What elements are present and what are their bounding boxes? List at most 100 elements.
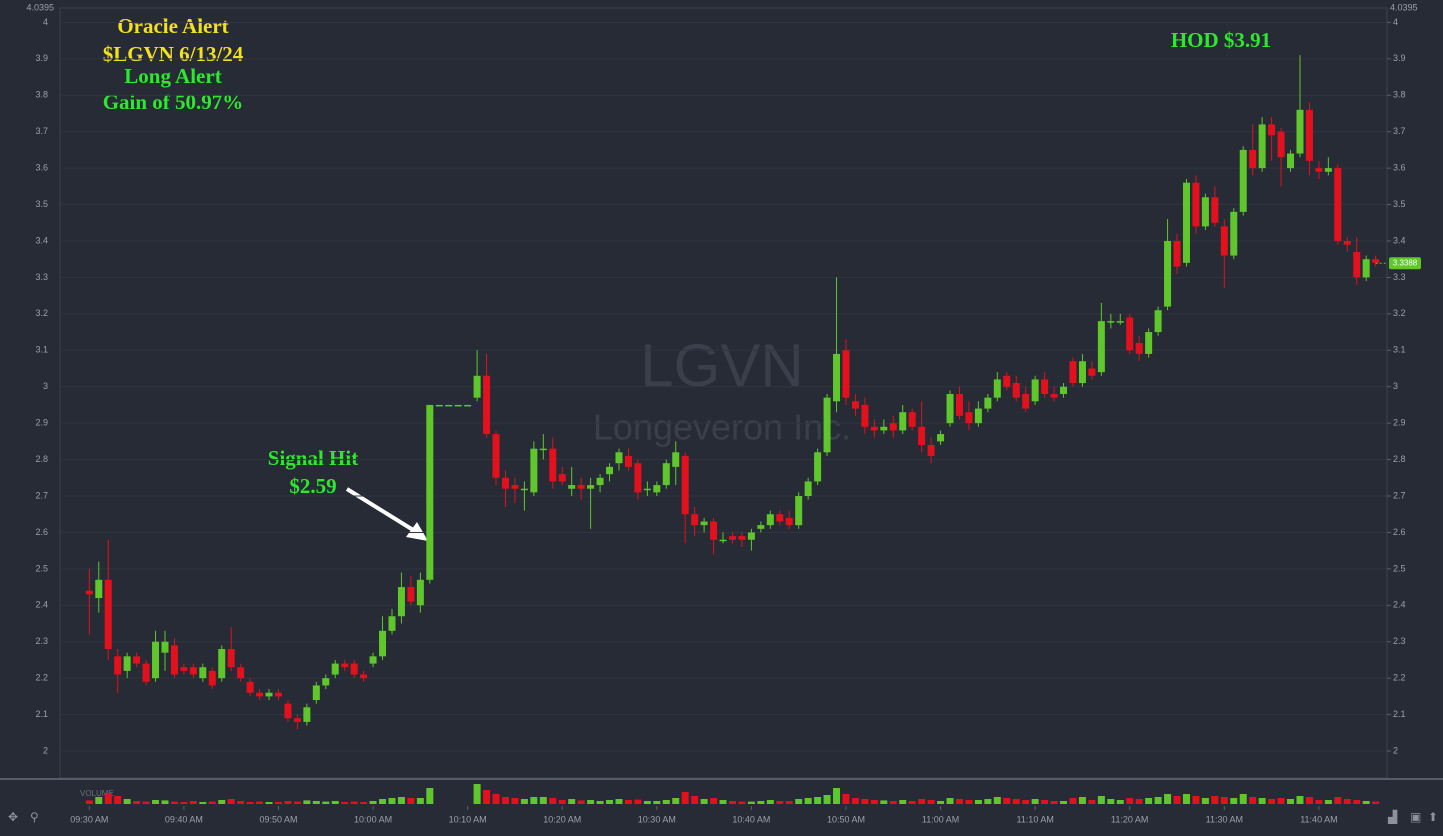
- y-tick-label: 3.4: [1393, 235, 1406, 245]
- volume-bar: [681, 792, 689, 804]
- volume-bar: [1126, 798, 1134, 804]
- candle-body: [937, 434, 945, 442]
- candle-body: [492, 434, 500, 478]
- x-tick-label: 11:10 AM: [1016, 814, 1053, 824]
- candle-body: [1315, 168, 1323, 172]
- candle-body: [265, 692, 273, 697]
- y-tick-label: 3.8: [1393, 90, 1406, 100]
- volume-bar: [1145, 798, 1153, 804]
- volume-bar: [331, 801, 339, 804]
- tool-icon[interactable]: ⚲: [30, 810, 39, 824]
- volume-bar: [549, 798, 557, 804]
- volume-bar: [123, 799, 131, 804]
- last-price-label: 3.3388: [1393, 258, 1418, 267]
- tool-icon[interactable]: ⬆: [1428, 810, 1438, 824]
- candle-body: [464, 404, 472, 407]
- volume-bar: [937, 801, 945, 804]
- volume-bar: [397, 797, 405, 804]
- y-tick-label: 3.7: [1393, 126, 1406, 136]
- x-tick-label: 10:30 AM: [638, 814, 676, 824]
- y-tick-label: 2.8: [1393, 454, 1406, 464]
- volume-bar: [142, 801, 150, 804]
- candle-body: [795, 496, 803, 526]
- candle-body: [672, 452, 680, 467]
- y-tick-label: 2.2: [35, 673, 48, 683]
- candle-body: [341, 663, 349, 668]
- volume-bar: [1060, 801, 1068, 804]
- candle-body: [1305, 109, 1313, 161]
- y-tick-label: 2.1: [1393, 709, 1406, 719]
- candle-body: [350, 663, 358, 675]
- y-tick-label: 2.9: [35, 418, 48, 428]
- candle-body: [1116, 321, 1124, 323]
- candle-body: [114, 656, 122, 675]
- candle-body: [757, 525, 765, 529]
- candle-body: [142, 663, 150, 682]
- tool-icon[interactable]: ▟: [1387, 809, 1398, 824]
- candle-body: [1277, 131, 1285, 158]
- y-tick-label: 3.3: [1393, 272, 1406, 282]
- tool-icon[interactable]: ✥: [8, 810, 18, 824]
- candle-body: [1088, 368, 1096, 376]
- candle-body: [501, 477, 509, 489]
- candle-body: [1135, 342, 1143, 354]
- volume-bar: [360, 802, 368, 804]
- candle-body: [889, 423, 897, 431]
- volume-bar: [974, 800, 982, 804]
- x-tick-label: 11:30 AM: [1206, 814, 1243, 824]
- volume-bar: [520, 799, 528, 804]
- candle-body: [833, 353, 841, 402]
- watermark: LGVN: [640, 332, 803, 399]
- volume-bar: [747, 801, 755, 804]
- volume-bar: [918, 799, 926, 804]
- volume-bar: [606, 800, 614, 804]
- candle-body: [123, 656, 131, 671]
- y-tick-label: 3.1: [35, 345, 48, 355]
- volume-bar: [95, 797, 103, 804]
- volume-bar: [530, 797, 538, 804]
- candle-body: [1372, 259, 1380, 263]
- volume-bar: [1003, 798, 1011, 804]
- volume-bar: [407, 798, 415, 804]
- candle-body: [256, 692, 264, 697]
- candle-body: [284, 703, 292, 719]
- volume-bar: [587, 800, 595, 804]
- candle-body: [870, 426, 878, 431]
- y-tick-label: 2: [1393, 745, 1398, 755]
- volume-bar: [719, 800, 727, 804]
- candle-body: [634, 463, 642, 493]
- volume-bar: [218, 800, 226, 804]
- x-tick-label: 09:50 AM: [259, 814, 297, 824]
- arrow-head: [406, 522, 428, 541]
- candle-body: [483, 375, 491, 435]
- candle-body: [1201, 197, 1209, 227]
- volume-bar: [104, 793, 112, 804]
- candle-body: [416, 579, 424, 606]
- y-tick-label: 3.2: [1393, 308, 1406, 318]
- x-tick-label: 10:20 AM: [543, 814, 581, 824]
- candle-body: [426, 404, 434, 580]
- y-tick-label: 2.3: [1393, 636, 1406, 646]
- candle-body: [1258, 124, 1266, 169]
- candle-body: [1097, 321, 1105, 373]
- candle-body: [861, 404, 869, 427]
- volume-bar: [823, 795, 831, 804]
- volume-bar: [1022, 800, 1030, 804]
- candle-body: [1050, 394, 1058, 398]
- annotation: $LGVN 6/13/24: [103, 42, 244, 66]
- volume-bar: [369, 801, 377, 804]
- y-tick-label: 3.1: [1393, 345, 1406, 355]
- x-tick-label: 10:10 AM: [449, 814, 487, 824]
- candle-body: [984, 397, 992, 409]
- volume-bar: [946, 798, 954, 804]
- tool-icon[interactable]: ▣: [1410, 810, 1421, 824]
- candle-body: [1145, 332, 1153, 354]
- y-tick-label: 2.6: [1393, 527, 1406, 537]
- candle-body: [322, 678, 330, 686]
- volume-bar: [1088, 800, 1096, 804]
- volume-bar: [1041, 800, 1049, 804]
- volume-bar: [577, 800, 585, 804]
- candle-body: [1324, 168, 1332, 172]
- y-tick-label: 3.2: [35, 308, 48, 318]
